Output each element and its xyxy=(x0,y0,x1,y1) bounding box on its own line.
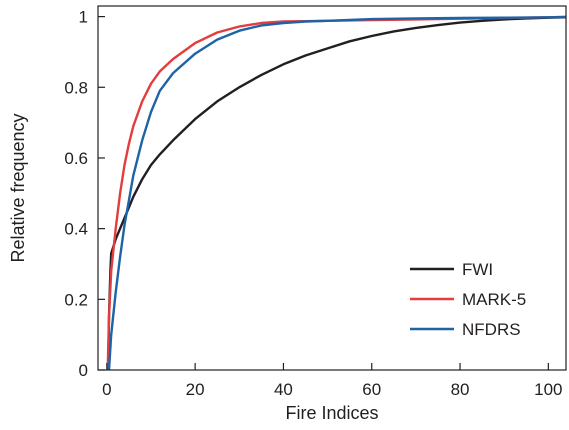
series-line-nfdrs xyxy=(107,15,567,371)
x-tick-label: 80 xyxy=(451,380,470,399)
legend-label: FWI xyxy=(462,260,493,279)
y-tick-label: 0 xyxy=(79,361,88,380)
x-axis-label: Fire Indices xyxy=(285,403,378,423)
x-tick-label: 100 xyxy=(534,380,562,399)
axis-ticks: 0 20 40 60 80 100 0 0.2 0.4 0.6 0.8 1 xyxy=(64,8,562,399)
legend: FWI MARK-5 NFDRS xyxy=(410,260,526,339)
series-line-fwi xyxy=(107,16,567,371)
legend-label: NFDRS xyxy=(462,320,521,339)
y-tick-label: 0.4 xyxy=(64,220,88,239)
plot-frame xyxy=(97,5,567,371)
y-tick-label: 0.2 xyxy=(64,290,88,309)
legend-label: MARK-5 xyxy=(462,290,526,309)
y-tick-label: 0.6 xyxy=(64,149,88,168)
x-tick-label: 20 xyxy=(186,380,205,399)
x-tick-label: 0 xyxy=(102,380,111,399)
y-tick-label: 1 xyxy=(79,8,88,27)
x-tick-label: 60 xyxy=(362,380,381,399)
y-axis-label: Relative frequency xyxy=(8,113,28,262)
y-tick-label: 0.8 xyxy=(64,78,88,97)
plot-area xyxy=(106,15,567,371)
x-tick-label: 40 xyxy=(274,380,293,399)
